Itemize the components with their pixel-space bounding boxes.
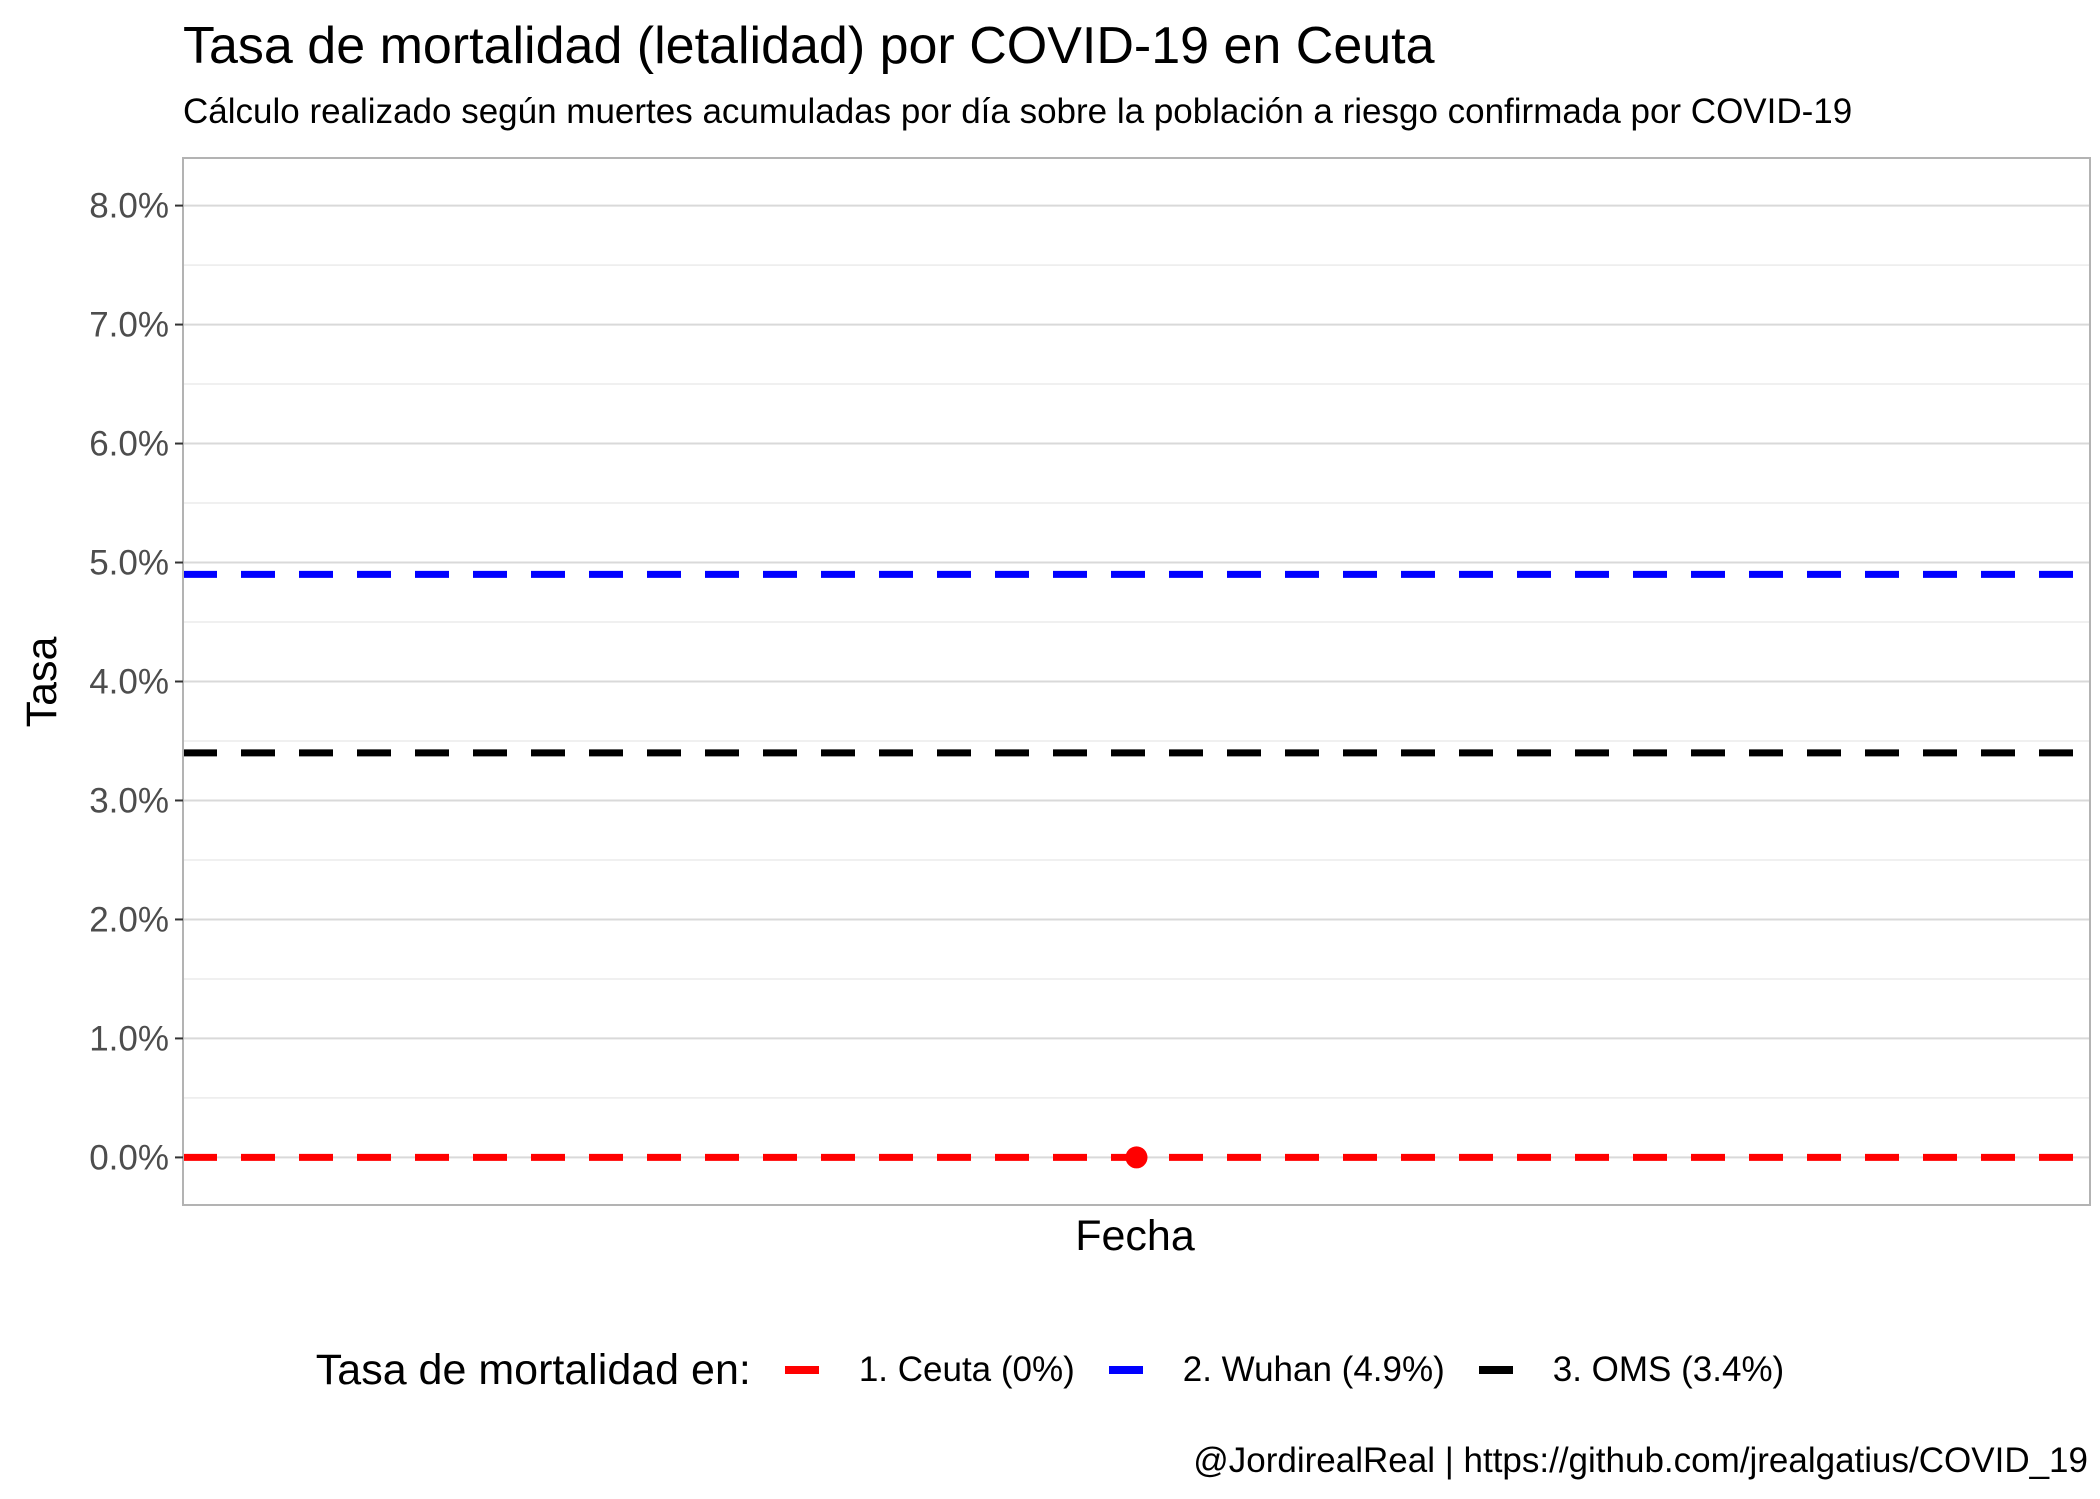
y-tick-label: 2.0% (89, 900, 169, 939)
legend-label-ceuta: 1. Ceuta (0%) (858, 1350, 1075, 1389)
y-tick-label: 0.0% (89, 1138, 169, 1177)
legend: Tasa de mortalidad en: 1. Ceuta (0%) 2. … (0, 1335, 2100, 1405)
legend-label-wuhan: 2. Wuhan (4.9%) (1182, 1350, 1445, 1389)
series-lines (183, 570, 2090, 1161)
data-point (1125, 1146, 1148, 1169)
chart-subtitle: Cálculo realizado según muertes acumulad… (183, 92, 1853, 131)
y-tick-label: 1.0% (89, 1019, 169, 1058)
data-points (1125, 1146, 1148, 1169)
caption: @JordirealReal | https://github.com/jrea… (1193, 1441, 2088, 1480)
legend-label-oms: 3. OMS (3.4%) (1552, 1350, 1785, 1389)
y-tick-label: 4.0% (89, 663, 169, 702)
legend-key-oms (1478, 1366, 1513, 1374)
y-tick-label: 6.0% (89, 425, 169, 464)
legend-key-ceuta (784, 1366, 819, 1374)
y-tick-label: 5.0% (89, 544, 169, 583)
legend-item-wuhan: 2. Wuhan (4.9%) (1103, 1350, 1445, 1390)
y-tick-label: 8.0% (89, 187, 169, 226)
legend-key-wuhan (1108, 1366, 1143, 1374)
major-gridlines (183, 204, 2090, 1159)
y-axis-title: Tasa (18, 637, 66, 728)
x-axis-title: Fecha (1075, 1212, 1195, 1260)
legend-title: Tasa de mortalidad en: (315, 1345, 751, 1394)
legend-item-ceuta: 1. Ceuta (0%) (779, 1350, 1075, 1390)
y-tick-label: 7.0% (89, 306, 169, 345)
legend-item-oms: 3. OMS (3.4%) (1473, 1350, 1784, 1390)
chart-title: Tasa de mortalidad (letalidad) por COVID… (183, 17, 1435, 75)
y-tick-label: 3.0% (89, 781, 169, 820)
y-axis-ticks: 0.0% 1.0% 2.0% 3.0% 4.0% 5.0% 6.0% 7.0% 8.0% (89, 187, 183, 1177)
minor-gridlines (183, 264, 2090, 1099)
